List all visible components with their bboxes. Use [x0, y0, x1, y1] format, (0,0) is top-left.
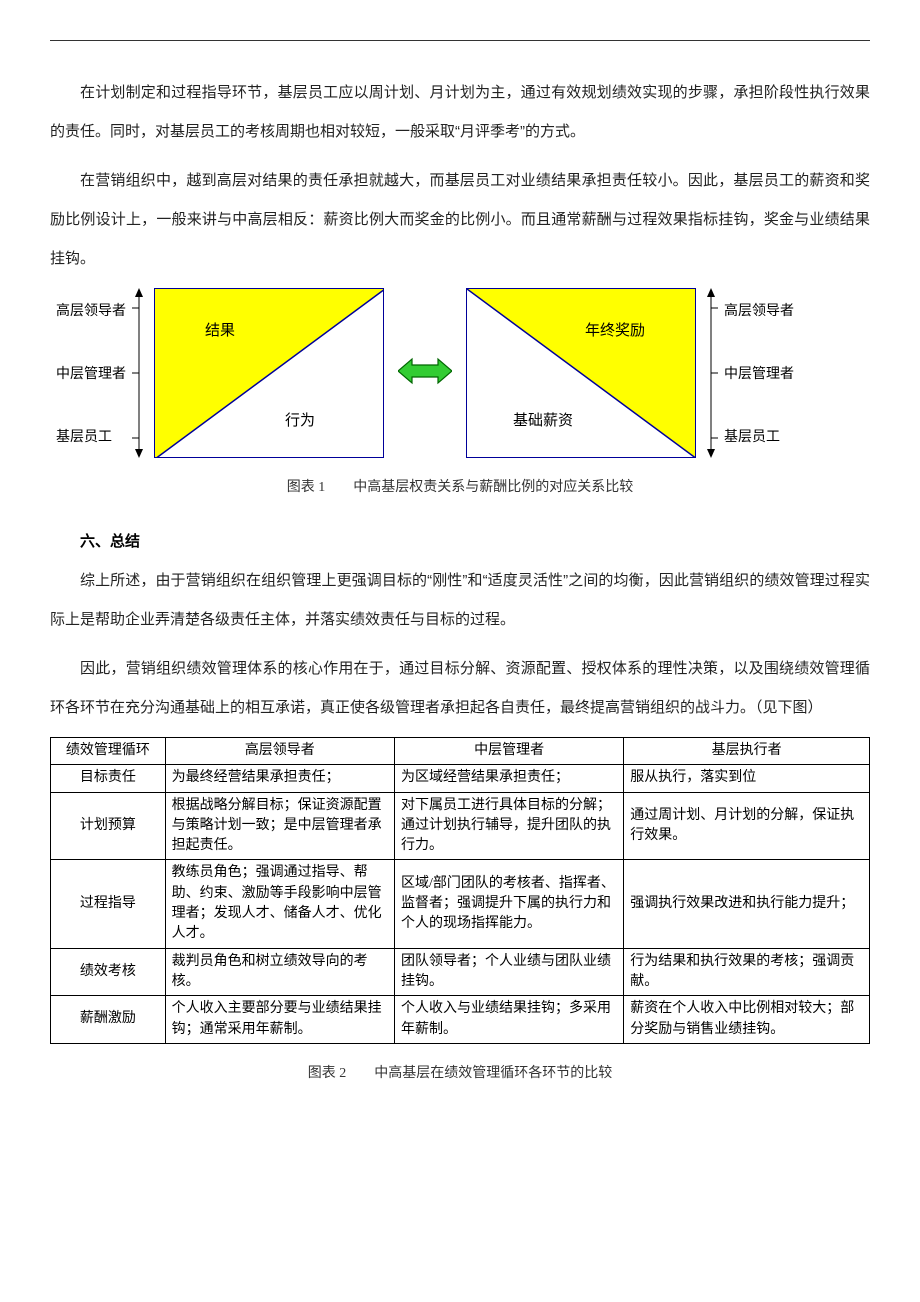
axis-label: 高层领导者	[724, 300, 794, 320]
axis-label: 基层员工	[724, 426, 794, 446]
col-header: 中层管理者	[394, 738, 623, 765]
fig1-connector-arrow	[392, 356, 458, 391]
axis-label: 高层领导者	[56, 300, 126, 320]
table-row: 目标责任为最终经营结果承担责任；为区域经营结果承担责任；服从执行，落实到位	[51, 765, 870, 792]
axis-label: 中层管理者	[56, 363, 126, 383]
table-cell: 教练员角色；强调通过指导、帮助、约束、激励等手段影响中层管理者；发现人才、储备人…	[165, 860, 394, 948]
table-row: 过程指导教练员角色；强调通过指导、帮助、约束、激励等手段影响中层管理者；发现人才…	[51, 860, 870, 948]
fig1-right-bracket	[704, 288, 718, 458]
table-cell: 行为结果和执行效果的考核；强调贡献。	[624, 948, 870, 996]
fig1-left-lower-label: 行为	[285, 409, 315, 430]
table-row: 绩效考核裁判员角色和树立绩效导向的考核。团队领导者；个人业绩与团队业绩挂钩。行为…	[51, 948, 870, 996]
table-cell: 裁判员角色和树立绩效导向的考核。	[165, 948, 394, 996]
fig1-left-axis: 高层领导者 中层管理者 基层员工	[50, 288, 146, 458]
table-cell: 为最终经营结果承担责任；	[165, 765, 394, 792]
figure-1-caption: 图表 1 中高基层权责关系与薪酬比例的对应关系比较	[50, 476, 870, 496]
fig1-right-upper-label: 年终奖励	[585, 319, 645, 340]
section-6-title: 六、总结	[50, 530, 870, 551]
fig1-left-bracket	[132, 288, 146, 458]
fig1-right-axis: 高层领导者 中层管理者 基层员工	[704, 288, 800, 458]
table-cell: 对下属员工进行具体目标的分解；通过计划执行辅导，提升团队的执行力。	[394, 792, 623, 860]
row-label: 薪酬激励	[51, 996, 166, 1044]
fig1-left-panel: 结果 行为	[154, 288, 384, 458]
fig1-right-lower-label: 基础薪资	[513, 409, 573, 430]
fig1-left-upper-label: 结果	[205, 319, 235, 340]
row-label: 绩效考核	[51, 948, 166, 996]
paragraph-2: 在营销组织中，越到高层对结果的责任承担就越大，而基层员工对业绩结果承担责任较小。…	[50, 161, 870, 278]
col-header: 高层领导者	[165, 738, 394, 765]
table-cell: 根据战略分解目标；保证资源配置与策略计划一致；是中层管理者承担起责任。	[165, 792, 394, 860]
table-row: 薪酬激励个人收入主要部分要与业绩结果挂钩；通常采用年薪制。个人收入与业绩结果挂钩…	[51, 996, 870, 1044]
figure-2-tbody: 目标责任为最终经营结果承担责任；为区域经营结果承担责任；服从执行，落实到位计划预…	[51, 765, 870, 1044]
figure-2-caption: 图表 2 中高基层在绩效管理循环各环节的比较	[50, 1062, 870, 1082]
figure-2-table: 绩效管理循环 高层领导者 中层管理者 基层执行者 目标责任为最终经营结果承担责任…	[50, 737, 870, 1044]
table-cell: 服从执行，落实到位	[624, 765, 870, 792]
table-cell: 薪资在个人收入中比例相对较大；部分奖励与销售业绩挂钩。	[624, 996, 870, 1044]
page-top-divider	[50, 40, 870, 41]
table-header-row: 绩效管理循环 高层领导者 中层管理者 基层执行者	[51, 738, 870, 765]
table-cell: 团队领导者；个人业绩与团队业绩挂钩。	[394, 948, 623, 996]
fig1-right-axis-labels: 高层领导者 中层管理者 基层员工	[718, 288, 800, 458]
fig1-left-axis-labels: 高层领导者 中层管理者 基层员工	[50, 288, 132, 458]
col-header: 基层执行者	[624, 738, 870, 765]
paragraph-1: 在计划制定和过程指导环节，基层员工应以周计划、月计划为主，通过有效规划绩效实现的…	[50, 73, 870, 151]
row-label: 计划预算	[51, 792, 166, 860]
figure-1: 高层领导者 中层管理者 基层员工 结果 行为	[50, 288, 870, 458]
fig1-right-panel: 年终奖励 基础薪资	[466, 288, 696, 458]
row-label: 过程指导	[51, 860, 166, 948]
table-cell: 个人收入与业绩结果挂钩；多采用年薪制。	[394, 996, 623, 1044]
table-cell: 强调执行效果改进和执行能力提升；	[624, 860, 870, 948]
paragraph-3: 综上所述，由于营销组织在组织管理上更强调目标的“刚性”和“适度灵活性”之间的均衡…	[50, 561, 870, 639]
table-cell: 通过周计划、月计划的分解，保证执行效果。	[624, 792, 870, 860]
table-cell: 个人收入主要部分要与业绩结果挂钩；通常采用年薪制。	[165, 996, 394, 1044]
table-row: 计划预算根据战略分解目标；保证资源配置与策略计划一致；是中层管理者承担起责任。对…	[51, 792, 870, 860]
axis-label: 中层管理者	[724, 363, 794, 383]
table-cell: 为区域经营结果承担责任；	[394, 765, 623, 792]
col-header: 绩效管理循环	[51, 738, 166, 765]
row-label: 目标责任	[51, 765, 166, 792]
axis-label: 基层员工	[56, 426, 126, 446]
table-cell: 区域/部门团队的考核者、指挥者、监督者；强调提升下属的执行力和个人的现场指挥能力…	[394, 860, 623, 948]
paragraph-4: 因此，营销组织绩效管理体系的核心作用在于，通过目标分解、资源配置、授权体系的理性…	[50, 649, 870, 727]
